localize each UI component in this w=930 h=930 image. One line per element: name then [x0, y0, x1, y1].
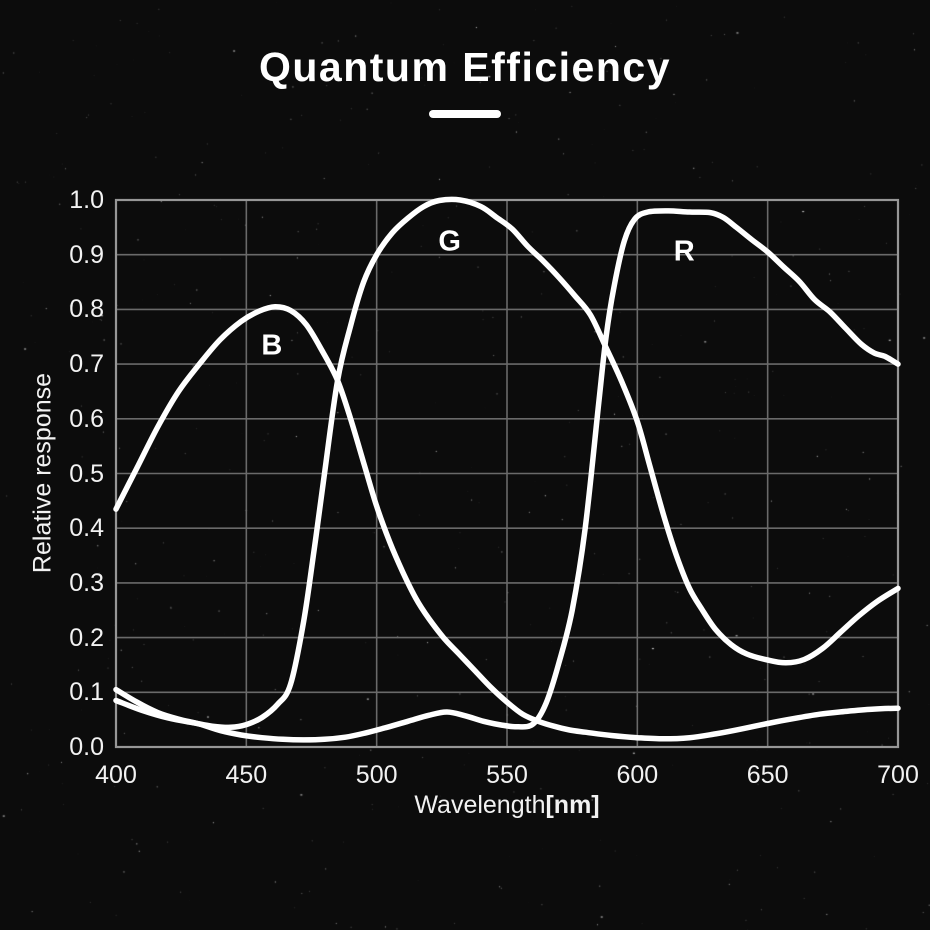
x-tick-label: 450 [225, 761, 268, 789]
y-tick-label: 0.2 [69, 623, 104, 652]
page-title: Quantum Efficiency [258, 44, 671, 90]
x-axis-title-unit: [nm] [545, 791, 600, 819]
y-tick-label: 0.3 [69, 568, 104, 597]
y-tick-label: 0.9 [69, 240, 104, 269]
x-tick-label: 500 [355, 761, 398, 789]
x-tick-label: 600 [616, 761, 659, 789]
y-tick-label: 0.8 [69, 295, 104, 324]
x-tick-label: 650 [746, 761, 789, 789]
y-tick-label: 0.4 [69, 514, 104, 543]
x-axis-title-text: Wavelength [414, 791, 546, 819]
y-tick-label: 0.7 [69, 350, 104, 379]
plot-border [114, 198, 900, 749]
curve-B [113, 303, 901, 742]
y-tick-label: 0.5 [69, 459, 104, 488]
grid-lines [116, 200, 898, 747]
curve-G [113, 196, 901, 731]
curves [113, 196, 901, 743]
curve-label-G: G [438, 225, 461, 258]
curve-label-R: R [673, 235, 695, 268]
x-axis-title: Wavelength[nm] [414, 791, 599, 820]
curve-R [113, 208, 901, 743]
y-tick-label: 0.0 [69, 733, 104, 761]
title-underline [429, 110, 501, 118]
x-tick-label: 400 [95, 761, 137, 789]
y-tick-label: 1.0 [69, 186, 104, 214]
x-tick-label: 700 [877, 761, 919, 789]
y-axis-title: Relative response [28, 372, 57, 574]
x-tick-label: 550 [486, 761, 528, 789]
y-tick-label: 0.1 [69, 678, 104, 707]
curve-label-B: B [261, 329, 283, 362]
y-tick-label: 0.6 [69, 404, 104, 433]
